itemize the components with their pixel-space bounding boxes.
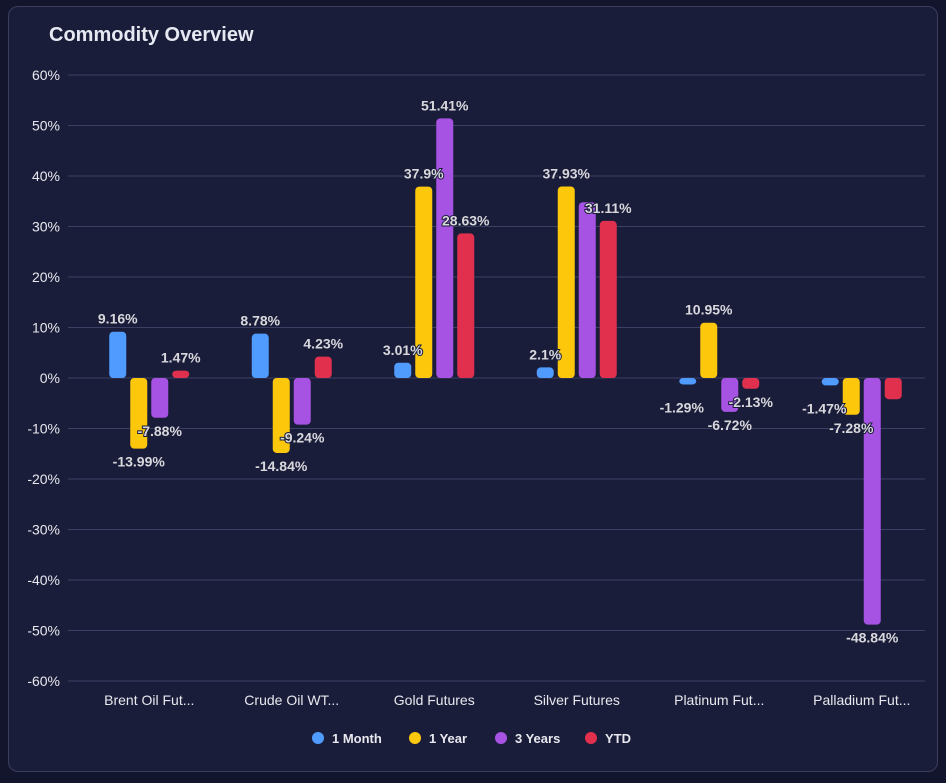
y-tick-label: -50%: [27, 623, 60, 639]
data-label: 37.93%: [543, 165, 591, 181]
bar-1-month: [679, 378, 697, 385]
bar-1-month: [394, 362, 412, 378]
y-tick-label: 0%: [40, 370, 60, 386]
bar-1-month: [536, 367, 554, 378]
bar-3-years: [578, 202, 596, 378]
data-label: 37.9%: [404, 166, 444, 182]
bar-3-years: [293, 378, 311, 425]
legend-item[interactable]: 1 Month: [332, 731, 382, 746]
data-label: -7.28%: [829, 420, 874, 436]
bar-1-year: [842, 378, 860, 415]
y-tick-label: -20%: [27, 471, 60, 487]
data-label: 51.41%: [421, 97, 469, 113]
data-label: 9.16%: [98, 311, 138, 327]
data-label: 10.95%: [685, 302, 733, 318]
bar-ytd: [742, 378, 760, 389]
data-label: 8.78%: [240, 313, 280, 329]
data-label: 1.47%: [161, 350, 201, 366]
bar-1-year: [557, 186, 575, 378]
bar-1-month: [251, 333, 269, 378]
bar-ytd: [884, 378, 902, 400]
data-label: -7.88%: [138, 423, 183, 439]
bar-ytd: [314, 356, 332, 378]
data-label: -9.24%: [280, 430, 325, 446]
x-tick-label: Gold Futures: [394, 692, 475, 708]
chart-title: Commodity Overview: [49, 24, 254, 46]
y-tick-label: 60%: [32, 67, 60, 83]
bar-3-years: [721, 378, 739, 412]
legend-item[interactable]: 1 Year: [429, 731, 467, 746]
data-label: -48.84%: [846, 630, 899, 646]
y-tick-label: 50%: [32, 118, 60, 134]
x-tick-label: Crude Oil WT...: [244, 692, 339, 708]
x-tick-label: Silver Futures: [534, 692, 620, 708]
bar-ytd: [172, 370, 190, 378]
bar-1-year: [272, 378, 290, 453]
y-tick-label: 20%: [32, 269, 60, 285]
x-tick-label: Brent Oil Fut...: [104, 692, 194, 708]
data-label: -14.84%: [255, 458, 308, 474]
data-label: -6.72%: [708, 417, 753, 433]
y-tick-label: 10%: [32, 320, 60, 336]
legend-item[interactable]: 3 Years: [515, 731, 560, 746]
bar-1-month: [821, 378, 839, 386]
x-tick-label: Platinum Fut...: [674, 692, 764, 708]
bar-ytd: [457, 233, 475, 378]
bar-3-years: [151, 378, 169, 418]
y-tick-label: -60%: [27, 673, 60, 689]
data-label: 3.01%: [383, 342, 423, 358]
legend-item[interactable]: YTD: [605, 731, 631, 746]
bar-1-year: [700, 322, 718, 378]
legend-marker[interactable]: [409, 732, 421, 744]
y-tick-label: -10%: [27, 421, 60, 437]
y-tick-label: -30%: [27, 522, 60, 538]
bar-ytd: [599, 220, 617, 378]
legend-marker[interactable]: [312, 732, 324, 744]
bar-1-year: [130, 378, 148, 449]
data-label: 31.11%: [585, 200, 632, 216]
data-label: 2.1%: [529, 346, 561, 362]
data-label: -2.13%: [729, 394, 774, 410]
x-tick-label: Palladium Fut...: [813, 692, 910, 708]
y-tick-label: 30%: [32, 219, 60, 235]
y-tick-label: 40%: [32, 168, 60, 184]
data-label: 28.63%: [442, 212, 490, 228]
y-tick-label: -40%: [27, 572, 60, 588]
bar-1-month: [109, 331, 127, 378]
bar-3-years: [863, 378, 881, 625]
legend-marker[interactable]: [495, 732, 507, 744]
legend-marker[interactable]: [585, 732, 597, 744]
bar-3-years: [436, 118, 454, 378]
data-label: -1.29%: [660, 400, 705, 416]
data-label: -1.47%: [802, 400, 847, 416]
bar-1-year: [415, 186, 433, 378]
data-label: -13.99%: [113, 454, 166, 470]
data-label: 4.23%: [303, 336, 343, 352]
